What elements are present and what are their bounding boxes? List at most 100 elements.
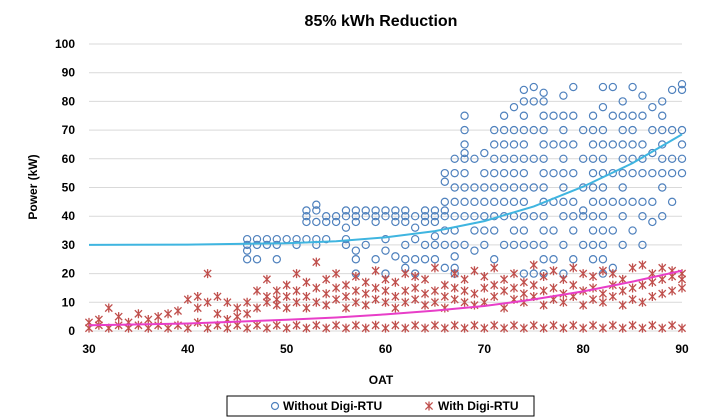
point-with-digi-rtu-147 [519,323,528,333]
point-with-digi-rtu-68 [322,300,331,310]
point-with-digi-rtu-184 [608,292,617,302]
point-with-digi-rtu-204 [658,289,667,299]
point-without-digi-rtu-213 [588,255,598,264]
point-with-digi-rtu-51 [282,323,291,333]
point-without-digi-rtu-241 [608,140,618,149]
point-without-digi-rtu-209 [578,206,588,215]
point-without-digi-rtu-281 [658,125,667,135]
point-without-digi-rtu-91 [450,211,459,221]
point-with-digi-rtu-197 [638,280,647,290]
point-with-digi-rtu-20 [183,323,192,333]
point-without-digi-rtu-105 [460,111,469,120]
point-with-digi-rtu-170 [569,263,578,273]
point-without-digi-rtu-162 [529,211,538,221]
point-with-digi-rtu-199 [648,320,657,330]
point-with-digi-rtu-98 [391,277,400,287]
point-with-digi-rtu-65 [312,283,321,293]
point-with-digi-rtu-180 [598,297,607,307]
point-with-digi-rtu-18 [173,320,183,330]
point-without-digi-rtu-258 [628,140,637,149]
point-with-digi-rtu-189 [618,286,627,296]
point-without-digi-rtu-250 [618,140,627,149]
point-with-digi-rtu-128 [470,300,479,310]
point-with-digi-rtu-122 [450,269,459,279]
point-without-digi-rtu-232 [598,154,608,163]
legend-marker-with-digi-rtu [424,401,434,411]
point-with-digi-rtu-61 [302,292,311,302]
point-without-digi-rtu-215 [588,226,598,235]
point-with-digi-rtu-190 [618,274,627,284]
point-without-digi-rtu-119 [490,255,499,264]
point-with-digi-rtu-19 [173,306,183,316]
point-with-digi-rtu-123 [460,323,469,333]
point-with-digi-rtu-109 [420,289,430,299]
point-without-digi-rtu-242 [608,111,618,120]
point-without-digi-rtu-219 [588,168,598,178]
point-with-digi-rtu-85 [361,289,370,299]
point-without-digi-rtu-262 [638,240,647,250]
point-without-digi-rtu-101 [460,154,469,163]
point-without-digi-rtu-98 [460,197,469,207]
point-without-digi-rtu-0 [242,255,252,264]
point-with-digi-rtu-113 [430,286,439,296]
point-with-digi-rtu-125 [460,286,469,296]
point-without-digi-rtu-260 [628,111,637,120]
point-with-digi-rtu-169 [569,280,578,290]
point-without-digi-rtu-264 [638,197,647,207]
point-with-digi-rtu-83 [361,323,370,333]
point-with-digi-rtu-63 [312,320,321,330]
point-with-digi-rtu-207 [668,320,677,330]
point-without-digi-rtu-287 [667,125,677,135]
point-without-digi-rtu-234 [598,125,608,135]
point-with-digi-rtu-70 [322,274,331,284]
point-without-digi-rtu-179 [539,111,548,120]
point-with-digi-rtu-87 [371,320,380,330]
x-tick-label-40: 40 [181,342,195,356]
point-without-digi-rtu-58 [401,240,410,250]
point-without-digi-rtu-259 [628,125,637,135]
point-with-digi-rtu-153 [529,280,538,290]
point-without-digi-rtu-100 [460,168,469,178]
point-with-digi-rtu-201 [648,277,657,287]
point-with-digi-rtu-141 [500,286,509,296]
point-with-digi-rtu-145 [509,283,519,293]
point-without-digi-rtu-181 [539,88,548,97]
point-without-digi-rtu-26 [322,211,331,221]
point-without-digi-rtu-106 [470,246,479,255]
y-tick-labels: 0 10 20 30 40 50 60 70 80 90 100 [55,37,75,338]
point-without-digi-rtu-46 [371,255,380,264]
point-without-digi-rtu-283 [658,97,667,106]
point-without-digi-rtu-261 [628,82,637,92]
point-without-digi-rtu-54 [391,211,400,221]
point-without-digi-rtu-65 [410,223,420,232]
point-with-digi-rtu-143 [509,320,519,330]
point-without-digi-rtu-48 [381,246,390,255]
point-without-digi-rtu-130 [499,197,509,207]
point-without-digi-rtu-201 [569,211,578,221]
point-without-digi-rtu-83 [440,197,449,207]
point-without-digi-rtu-149 [519,226,529,235]
point-without-digi-rtu-117 [480,168,489,178]
point-without-digi-rtu-256 [628,168,637,178]
point-with-digi-rtu-149 [519,289,528,299]
point-without-digi-rtu-78 [440,263,449,273]
point-without-digi-rtu-182 [549,255,558,264]
point-with-digi-rtu-37 [243,323,252,333]
point-with-digi-rtu-86 [361,277,370,287]
point-with-digi-rtu-137 [490,280,499,290]
point-with-digi-rtu-175 [588,320,598,330]
point-without-digi-rtu-36 [351,246,361,255]
point-without-digi-rtu-269 [638,91,647,100]
point-with-digi-rtu-64 [312,297,321,307]
point-with-digi-rtu-200 [648,292,657,302]
point-with-digi-rtu-62 [302,277,311,287]
y-tick-label-30: 30 [62,238,76,252]
point-with-digi-rtu-96 [391,303,400,313]
point-with-digi-rtu-79 [351,320,360,330]
point-without-digi-rtu-174 [539,183,548,192]
point-without-digi-rtu-267 [638,140,647,149]
y-axis-title: Power (kW) [26,154,40,219]
point-without-digi-rtu-49 [381,234,390,244]
trendline-without-digi-rtu [88,133,683,246]
point-without-digi-rtu-249 [618,154,627,163]
